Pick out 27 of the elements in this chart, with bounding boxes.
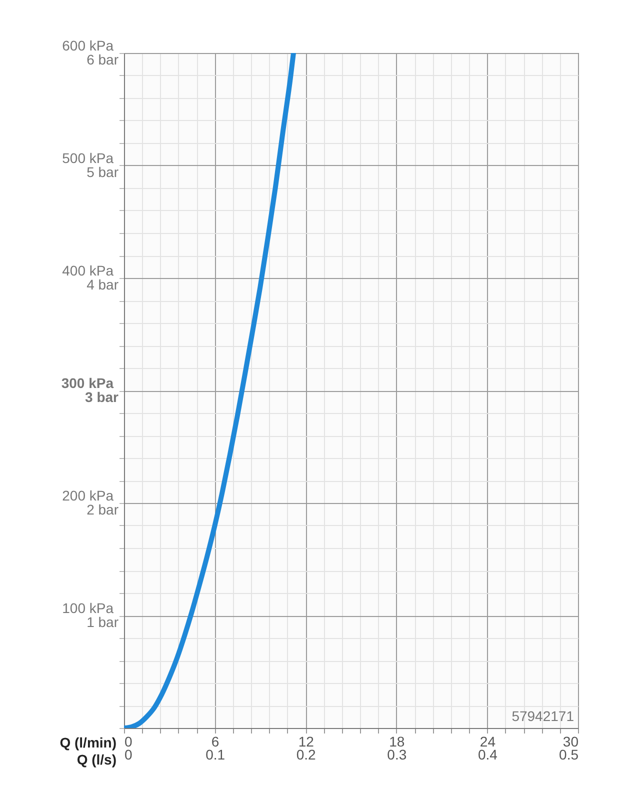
x-axis-title: Q (l/min): [60, 734, 116, 750]
y2-tick-label: 6 bar: [86, 52, 119, 68]
y2-tick-label: 3 bar: [85, 389, 120, 405]
x-tick-label: 12: [298, 734, 314, 750]
x2-axis-title: Q (l/s): [76, 752, 116, 768]
annotation: 57942171: [512, 708, 574, 724]
y2-tick-label: 5 bar: [86, 164, 119, 180]
y-tick-label: 600 kPa: [62, 38, 114, 54]
y-tick-label: 300 kPa: [61, 375, 114, 391]
x-tick-label: 0: [124, 734, 132, 750]
x2-tick-label: 0.3: [387, 746, 407, 762]
x2-tick-label: 0: [124, 746, 132, 762]
y-tick-label: 200 kPa: [62, 488, 114, 504]
y2-tick-label: 2 bar: [86, 502, 119, 518]
x-tick-label: 18: [389, 734, 405, 750]
x2-tick-label: 0.2: [296, 746, 316, 762]
x-tick-label: 30: [562, 734, 579, 750]
y2-tick-label: 1 bar: [86, 614, 119, 630]
x-tick-label: 24: [480, 734, 496, 750]
x2-tick-label: 0.4: [478, 746, 498, 762]
y-tick-label: 500 kPa: [62, 150, 114, 166]
y-tick-label: 400 kPa: [62, 262, 114, 278]
y-tick-label: 100 kPa: [62, 600, 114, 616]
x-tick-label: 6: [211, 734, 220, 750]
y2-tick-label: 4 bar: [86, 276, 119, 292]
x2-tick-label: 0.5: [559, 746, 579, 762]
x2-tick-label: 0.1: [206, 746, 226, 762]
